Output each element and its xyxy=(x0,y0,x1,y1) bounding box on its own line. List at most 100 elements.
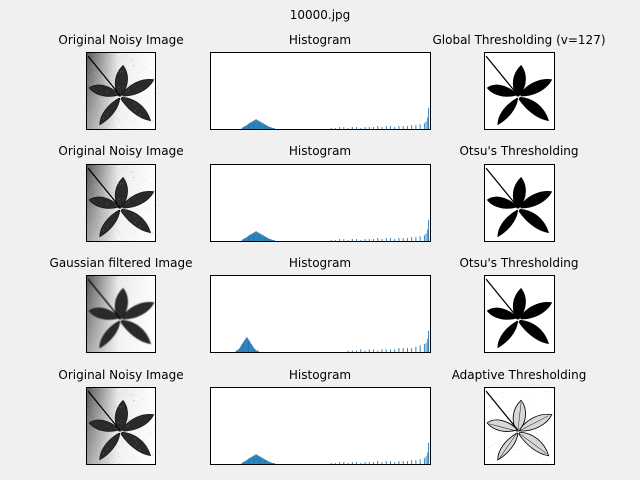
histogram-bar xyxy=(356,239,357,241)
histogram-bar xyxy=(347,240,349,241)
histogram-bar xyxy=(269,462,271,464)
histogram-bar xyxy=(398,348,400,352)
histogram-bar xyxy=(267,238,269,241)
histogram-bar xyxy=(402,348,404,352)
histogram-bar xyxy=(425,456,427,464)
histogram-bar xyxy=(398,461,400,464)
histogram-bar xyxy=(246,237,248,241)
histogram-bar xyxy=(245,460,247,464)
subplot-title: Histogram xyxy=(288,256,352,270)
histogram-bar xyxy=(406,461,408,464)
histogram-bar xyxy=(248,340,250,352)
histogram-bar xyxy=(250,122,252,129)
histogram-bar xyxy=(347,350,349,352)
histogram-bar xyxy=(381,239,383,241)
histogram-bar xyxy=(257,120,259,129)
histogram-bar xyxy=(356,350,357,352)
histogram-bar xyxy=(245,126,246,129)
histogram-bar xyxy=(257,455,259,464)
histogram-bar xyxy=(411,348,413,352)
histogram-bar xyxy=(244,238,246,241)
histogram-bar xyxy=(385,126,387,129)
histogram-bar xyxy=(262,123,264,129)
figure-title: 10000.jpg xyxy=(289,8,351,22)
histogram-bar xyxy=(273,128,274,129)
histogram-bar xyxy=(265,237,267,241)
histogram-bar xyxy=(351,462,353,464)
histogram-bar xyxy=(242,239,244,241)
histogram-bar xyxy=(373,127,374,129)
histogram-bar xyxy=(236,350,238,352)
image-axes xyxy=(86,275,156,353)
histogram-bar xyxy=(254,349,256,352)
histogram-bar xyxy=(428,219,430,241)
histogram-bar xyxy=(423,344,425,352)
histogram-bar xyxy=(266,460,268,464)
histogram-bar xyxy=(266,237,268,241)
histogram-bar xyxy=(253,120,255,129)
histogram-bar xyxy=(246,460,248,464)
histogram-bar xyxy=(351,127,353,129)
histogram-bar xyxy=(262,123,263,129)
histogram-bar xyxy=(251,345,253,352)
histogram-bar xyxy=(249,235,251,241)
histogram-bar xyxy=(252,121,254,129)
histogram-bar xyxy=(271,463,273,464)
histogram-bar xyxy=(390,461,391,464)
histogram-bar xyxy=(254,455,256,464)
image-axes xyxy=(484,275,555,353)
histogram-bar xyxy=(364,127,366,129)
noisy-image-render xyxy=(87,388,155,464)
histogram-bar xyxy=(264,459,266,464)
histogram-bar xyxy=(263,459,265,464)
histogram-bar xyxy=(240,345,242,352)
histogram-bar xyxy=(249,123,251,129)
histogram-bar xyxy=(368,462,370,464)
histogram-bar xyxy=(268,127,270,129)
histogram-bar xyxy=(377,461,379,464)
histogram-bar xyxy=(254,120,256,129)
histogram-bar xyxy=(248,123,250,129)
histogram-bar xyxy=(385,349,387,352)
histogram-bar xyxy=(256,231,257,241)
histogram-bar xyxy=(343,239,345,241)
histogram-bar xyxy=(260,234,262,241)
histogram-bar xyxy=(373,349,374,352)
histogram-bar xyxy=(241,240,243,241)
histogram-bar xyxy=(245,338,246,352)
histogram-bar xyxy=(267,126,268,129)
subplot-title: Original Noisy Image xyxy=(58,368,184,382)
histogram-bar xyxy=(251,456,253,464)
histogram-bar xyxy=(247,459,249,464)
histogram-bar xyxy=(248,458,250,464)
histogram-bar xyxy=(260,457,262,464)
histogram-bar xyxy=(250,344,252,352)
histogram-bar xyxy=(259,456,261,464)
histogram-bar xyxy=(246,125,248,129)
histogram-bar xyxy=(368,349,370,352)
histogram-bar xyxy=(265,125,267,129)
histogram-bar xyxy=(243,341,245,352)
histogram-bar xyxy=(262,235,264,241)
histogram-bar xyxy=(385,461,387,464)
image-axes xyxy=(484,387,555,465)
histogram-bar xyxy=(256,120,258,129)
histogram-bar xyxy=(263,236,265,241)
histogram-bar xyxy=(398,238,400,241)
histogram-bar xyxy=(419,345,421,352)
noisy-image-render xyxy=(87,53,155,129)
histogram-bar xyxy=(239,348,241,352)
histogram-bar xyxy=(368,127,370,129)
histogram-bar xyxy=(360,240,362,241)
histogram-bar xyxy=(419,459,421,464)
histogram-plot xyxy=(241,107,430,129)
histogram-bar xyxy=(269,239,271,241)
histogram-bar xyxy=(273,240,275,241)
subplot-title: Gaussian filtered Image xyxy=(49,256,193,270)
noisy-image-render xyxy=(87,165,155,241)
histogram-bar xyxy=(381,349,383,352)
histogram-bar xyxy=(390,238,391,241)
histogram-bar xyxy=(262,458,263,464)
histogram-bar xyxy=(256,350,258,352)
histogram-bar xyxy=(381,127,383,129)
